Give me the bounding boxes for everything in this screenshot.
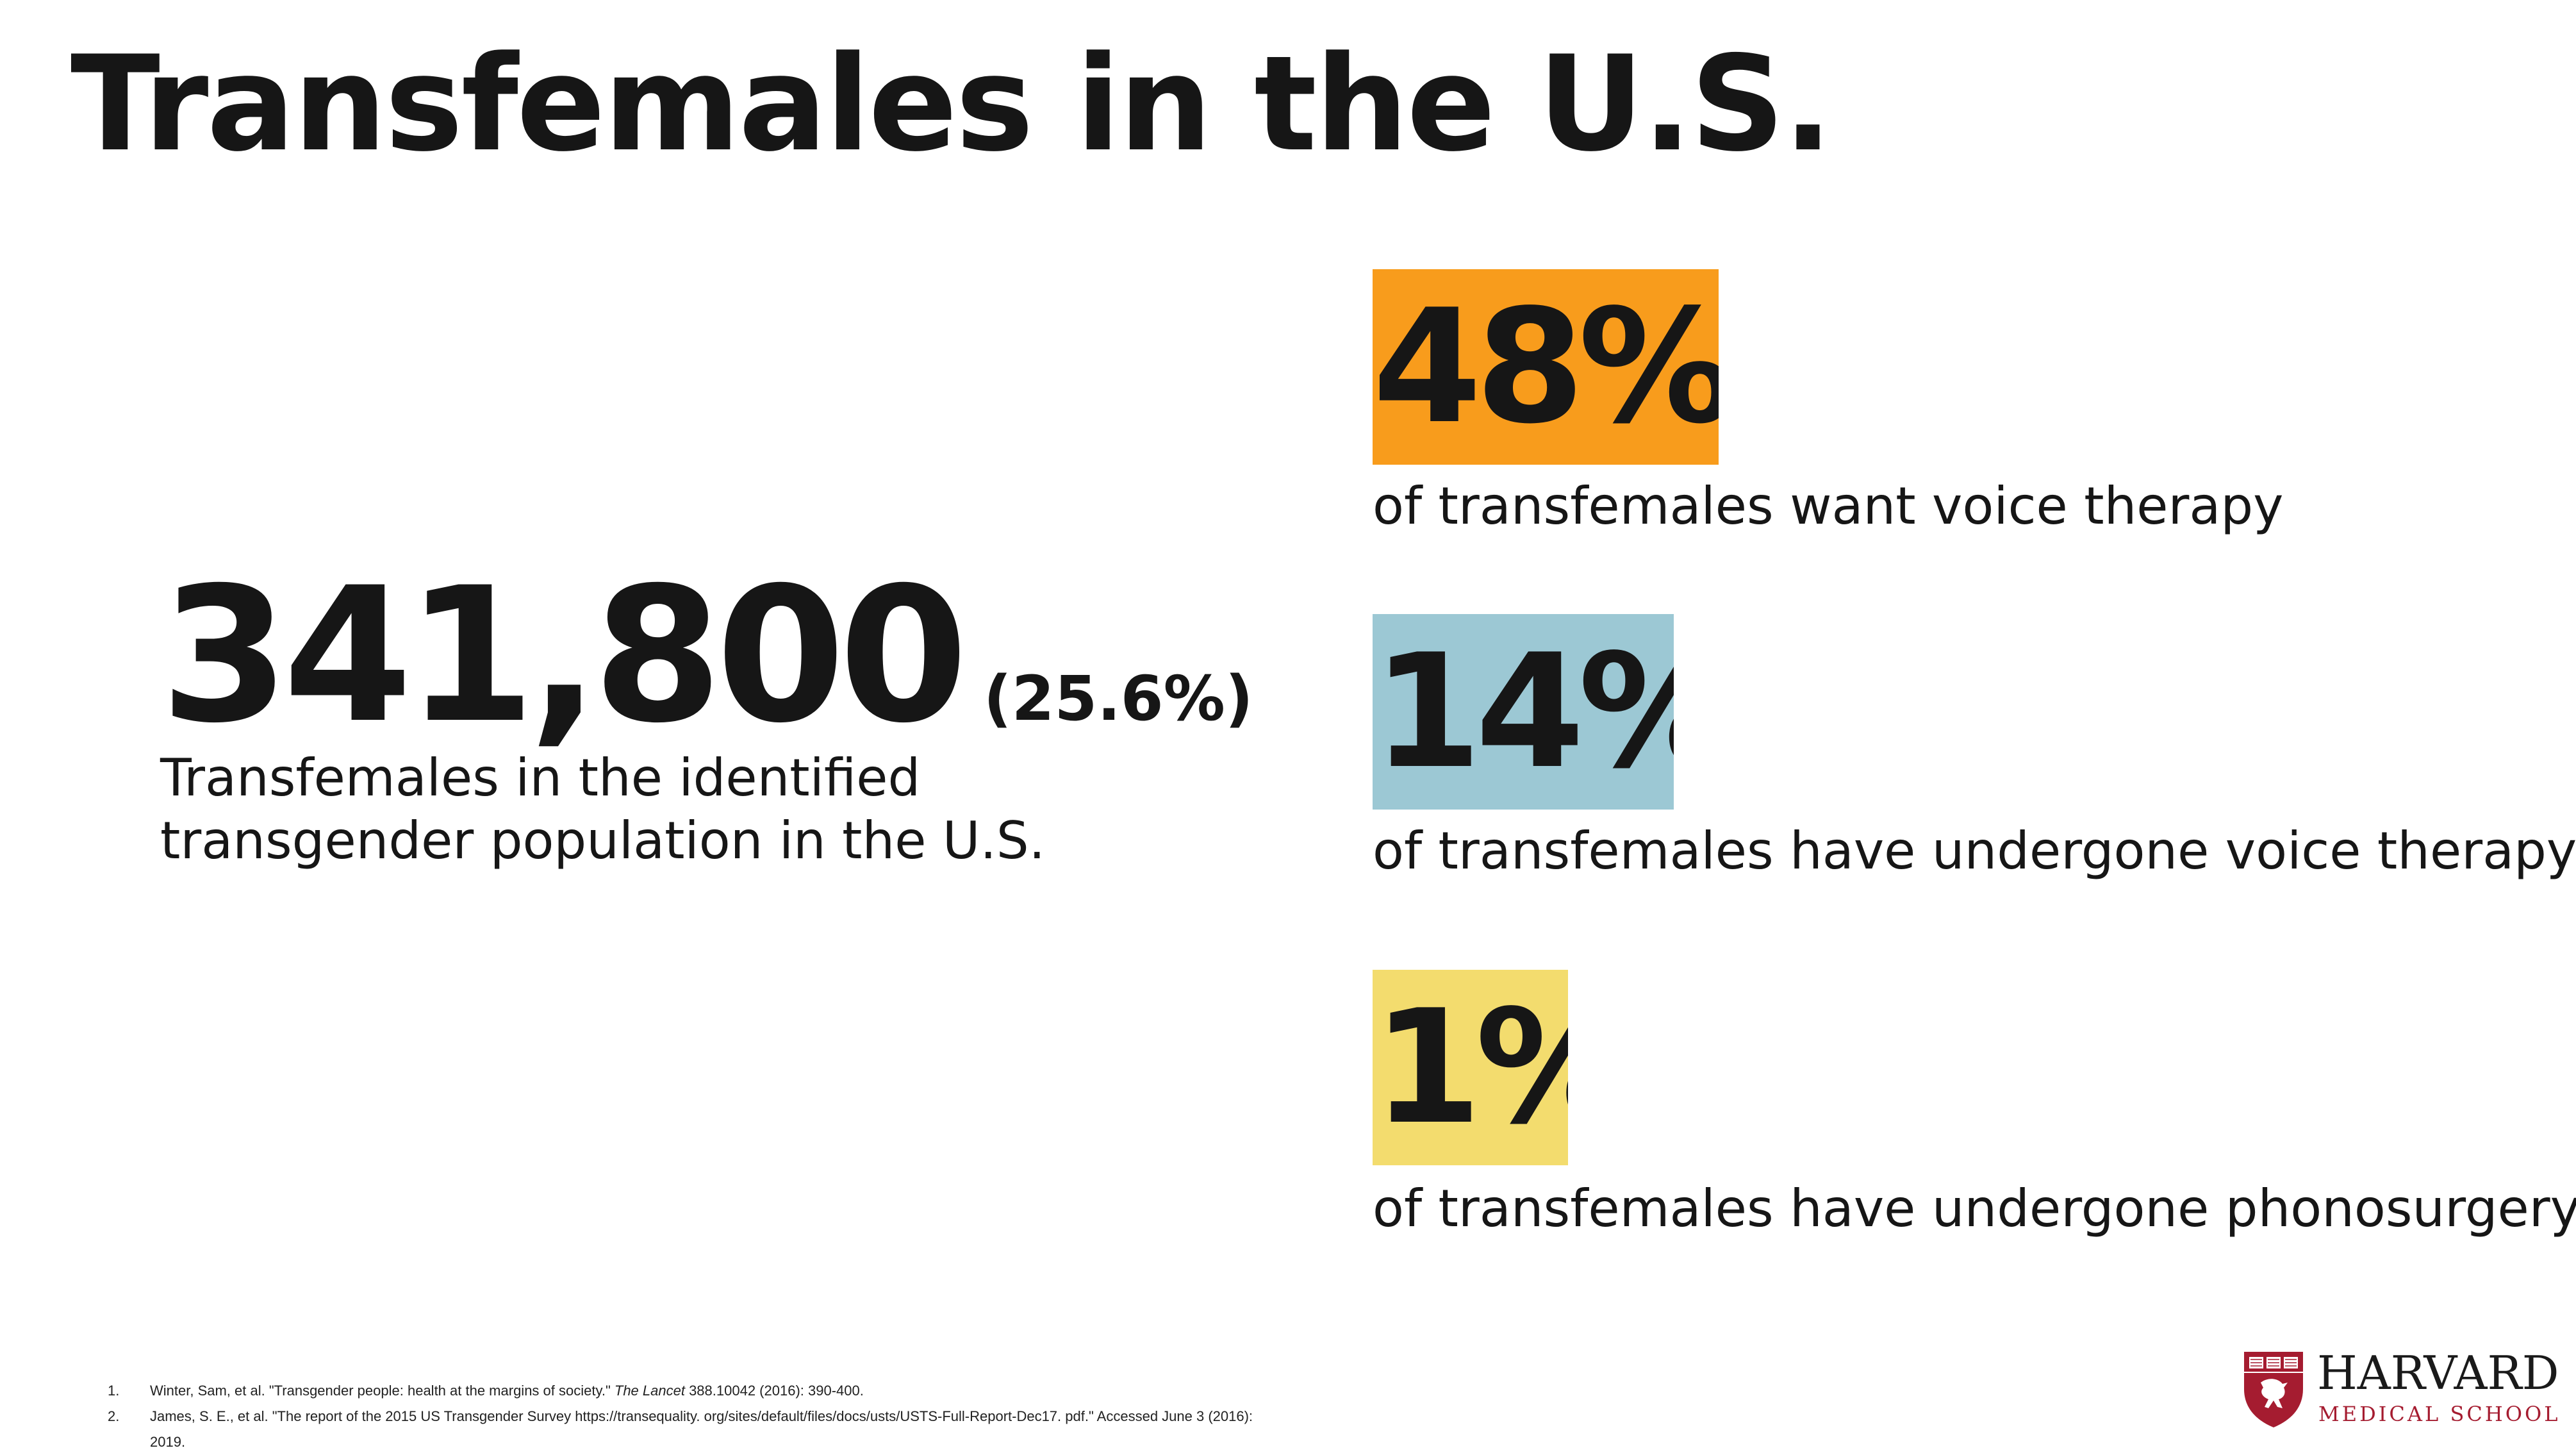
population-description: Transfemales in the identified transgend… bbox=[160, 748, 1046, 870]
footnote-citation: Winter, Sam, et al. "Transgender people:… bbox=[150, 1383, 615, 1399]
stat-description-undergone-phonosurgery: of transfemales have undergone phonosurg… bbox=[1373, 1179, 2576, 1238]
footnotes: 1. Winter, Sam, et al. "Transgender peop… bbox=[108, 1378, 1261, 1455]
logo-name: HARVARD bbox=[2317, 1346, 2559, 1400]
population-number: 341,800 bbox=[160, 548, 968, 764]
footnote-2: 2. James, S. E., et al. "The report of t… bbox=[108, 1404, 1261, 1455]
stat-description-undergone-voice-therapy: of transfemales have undergone voice the… bbox=[1373, 821, 2576, 881]
stat-box-undergone-phonosurgery: 1% bbox=[1373, 970, 1568, 1165]
footnote-number: 1. bbox=[108, 1383, 120, 1399]
footnote-text: Winter, Sam, et al. "Transgender people:… bbox=[150, 1378, 864, 1404]
harvard-shield-icon bbox=[2244, 1352, 2303, 1427]
page-title: Transfemales in the U.S. bbox=[70, 28, 1833, 181]
stat-value: 1% bbox=[1373, 976, 1568, 1159]
stat-description-want-voice-therapy: of transfemales want voice therapy bbox=[1373, 476, 2284, 536]
stat-box-undergone-voice-therapy: 14% bbox=[1373, 614, 1674, 810]
footnote-citation: James, S. E., et al. "The report of the … bbox=[150, 1408, 1253, 1450]
footnote-1: 1. Winter, Sam, et al. "Transgender peop… bbox=[108, 1378, 1261, 1404]
footnote-text: James, S. E., et al. "The report of the … bbox=[150, 1404, 1261, 1455]
logo-subtitle: MEDICAL SCHOOL bbox=[2318, 1402, 2561, 1426]
footnote-number: 2. bbox=[108, 1408, 120, 1424]
stat-value: 48% bbox=[1373, 276, 1719, 458]
footnote-citation-end: 388.10042 (2016): 390-400. bbox=[684, 1383, 864, 1399]
stat-box-want-voice-therapy: 48% bbox=[1373, 269, 1719, 465]
footnote-journal: The Lancet bbox=[614, 1383, 685, 1399]
population-percent: (25.6%) bbox=[983, 663, 1253, 735]
stat-value: 14% bbox=[1373, 620, 1674, 803]
harvard-medical-school-logo: HARVARD MEDICAL SCHOOL bbox=[2242, 1349, 2562, 1429]
population-stat: 341,800 (25.6%) bbox=[160, 545, 1253, 768]
